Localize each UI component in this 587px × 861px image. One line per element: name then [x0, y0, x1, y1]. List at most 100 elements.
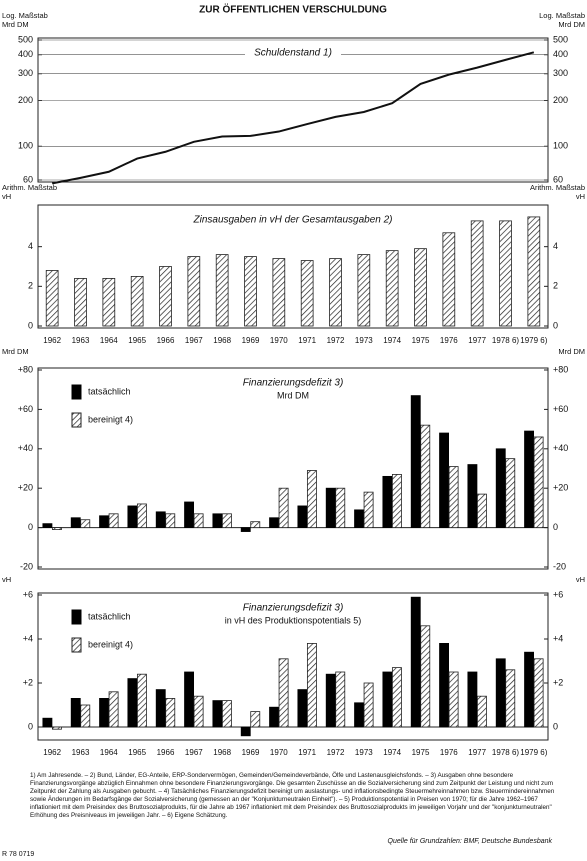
x-tick-label: 1963 [72, 336, 90, 345]
x-tick-label: 1968 [213, 748, 231, 757]
y2-tick-label: 400 [553, 49, 568, 59]
bar [382, 475, 393, 529]
code: R 78 0719 [2, 851, 35, 858]
y-tick-label: 60 [23, 174, 33, 184]
x-tick-label: 1968 [213, 336, 231, 345]
bar [184, 671, 195, 728]
debt-line [51, 51, 535, 185]
footnotes: 1) Am Jahresende. – 2) Bund, Länder, EG-… [30, 772, 555, 819]
bar [467, 671, 478, 728]
y-axis-label: vH [2, 575, 11, 584]
bar [240, 726, 251, 737]
title-bg [185, 213, 401, 227]
bar [212, 700, 223, 728]
x-tick-label: 1965 [128, 748, 146, 757]
bar [391, 474, 402, 529]
x-tick-label: 1971 [298, 336, 316, 345]
x-tick-label: 1974 [383, 748, 401, 757]
bar [325, 673, 336, 728]
y-tick-label: +2 [23, 677, 33, 687]
bar [99, 698, 110, 728]
bar [414, 248, 427, 327]
bar [439, 432, 450, 529]
y2-axis-label: vH [576, 192, 585, 201]
y-tick-label: +60 [18, 404, 33, 414]
y-tick-label: 100 [18, 141, 33, 151]
bar [187, 256, 201, 327]
bar [155, 689, 166, 728]
x-tick-label: 1972 [327, 336, 345, 345]
x-tick-label: 1978 6) [492, 748, 519, 757]
title-bg [245, 46, 341, 60]
x-tick-label: 1975 [412, 748, 430, 757]
bar [102, 277, 116, 327]
y-tick-label: +40 [18, 443, 33, 453]
bar [300, 260, 314, 327]
legend-label: bereinigt 4) [88, 414, 133, 424]
y-tick-label: +6 [23, 589, 33, 599]
bar [476, 493, 487, 528]
y2-tick-label: +4 [553, 633, 563, 643]
y-tick-label: 300 [18, 68, 33, 78]
bar [278, 658, 289, 728]
y2-tick-label: +20 [553, 483, 568, 493]
chart-title: Schuldenstand 1) [254, 48, 332, 59]
bar [335, 671, 346, 728]
y2-tick-label: 500 [553, 34, 568, 44]
chart-title: Finanzierungsdefizit 3) [243, 378, 344, 389]
bar [363, 491, 374, 529]
y2-axis-label: Mrd DM [558, 20, 585, 29]
plot-frame [37, 204, 549, 329]
legend-swatch [71, 637, 82, 653]
legend-swatch [71, 412, 82, 428]
x-tick-label: 1967 [185, 336, 203, 345]
y2-axis-label: Log. Maßstab [539, 11, 585, 20]
legend-label: tatsächlich [88, 611, 131, 621]
y2-axis-label: vH [576, 575, 585, 584]
chart-subtitle: Mrd DM [277, 390, 309, 400]
bar [212, 513, 223, 528]
bar [448, 466, 459, 528]
x-tick-label: 1973 [355, 336, 373, 345]
bar [45, 270, 59, 327]
bar [250, 711, 261, 728]
x-tick-label: 1966 [157, 336, 175, 345]
x-tick-label: 1965 [128, 336, 146, 345]
bar [297, 689, 308, 728]
bar [165, 698, 176, 728]
y2-tick-label: 0 [553, 721, 558, 731]
bar [448, 671, 459, 728]
y-tick-label: 4 [28, 241, 33, 251]
x-tick-label: 1977 [468, 336, 486, 345]
bar [272, 258, 286, 327]
bar [527, 216, 541, 327]
y2-tick-label: 300 [553, 68, 568, 78]
bar [439, 643, 450, 728]
y2-tick-label: +40 [553, 443, 568, 453]
y2-tick-label: +2 [553, 677, 563, 687]
bar [354, 702, 365, 728]
y2-tick-label: +80 [553, 364, 568, 374]
y-axis-label: Arithm. Maßstab [2, 183, 57, 192]
bar [533, 658, 544, 728]
x-tick-label: 1964 [100, 748, 118, 757]
bar [159, 266, 172, 327]
bar [193, 513, 204, 528]
y-tick-label: 2 [28, 281, 33, 291]
x-tick-label: 1976 [440, 336, 458, 345]
y2-tick-label: 4 [553, 241, 558, 251]
bar [325, 487, 336, 529]
bar [70, 698, 81, 728]
bar [495, 658, 506, 728]
x-tick-label: 1964 [100, 336, 118, 345]
bar [193, 695, 204, 728]
bar [306, 470, 317, 529]
bar [278, 487, 289, 529]
bar [442, 232, 456, 327]
x-tick-label: 1962 [43, 748, 61, 757]
bar [136, 673, 147, 728]
bar [221, 513, 232, 528]
bar [42, 717, 53, 728]
x-tick-label: 1969 [242, 748, 260, 757]
